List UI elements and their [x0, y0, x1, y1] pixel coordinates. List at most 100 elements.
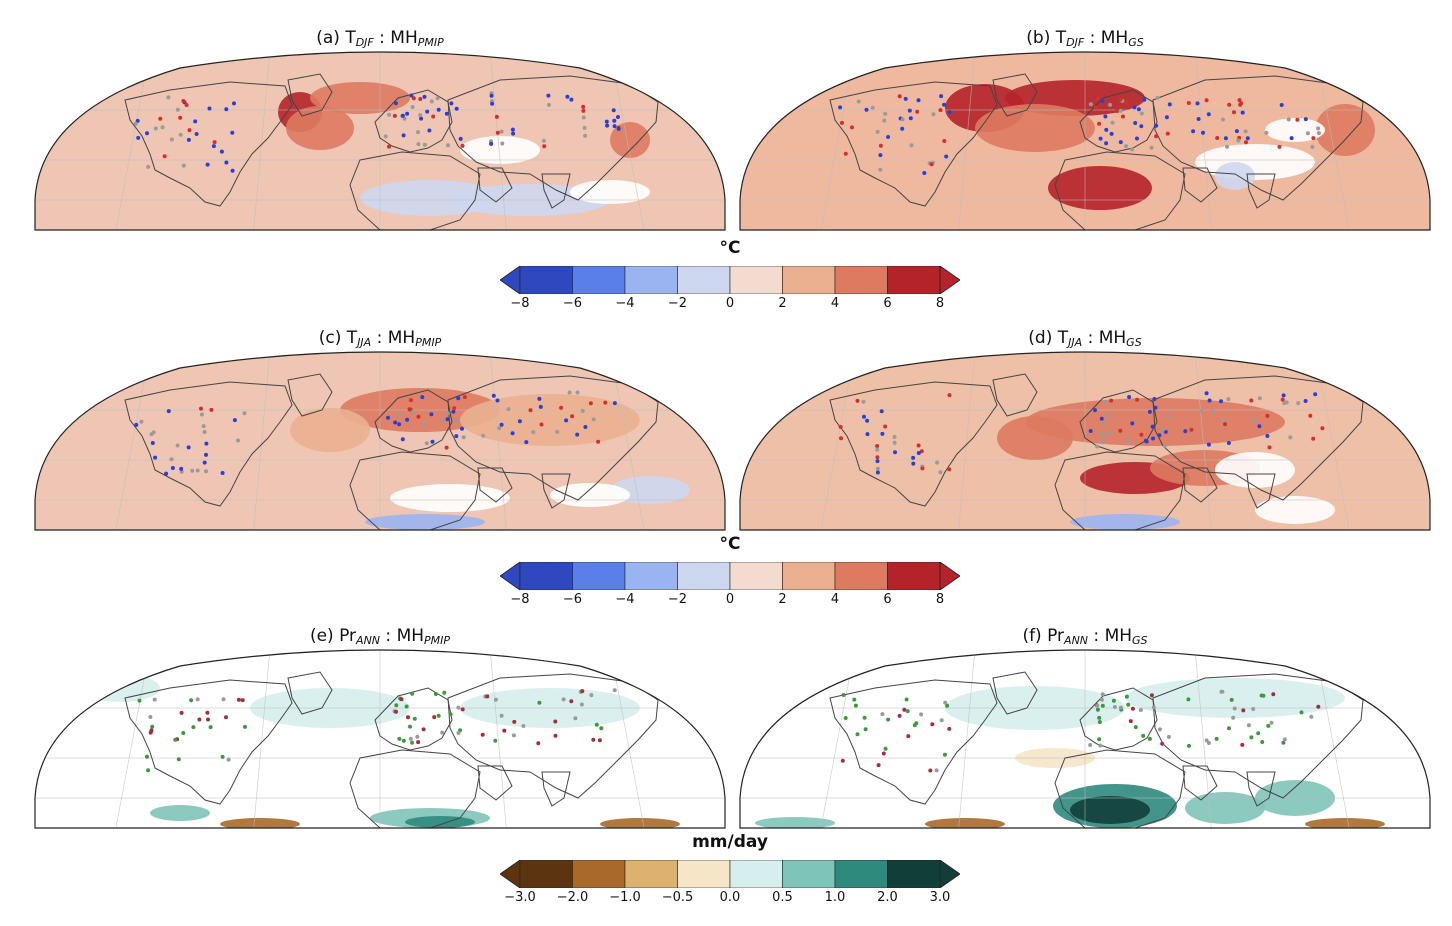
proxy-site-marker	[1226, 397, 1231, 402]
colorbar-tick-label: 0.5	[772, 890, 793, 905]
proxy-site-marker	[1311, 436, 1316, 441]
grid-line	[1194, 352, 1212, 530]
coastline	[1246, 173, 1276, 209]
grid-line	[253, 650, 271, 828]
proxy-site-marker	[456, 731, 461, 735]
anomaly-region	[610, 122, 650, 158]
anomaly-region	[365, 514, 485, 530]
map-border	[739, 649, 1431, 829]
proxy-site-marker	[1124, 694, 1129, 699]
proxy-site-marker	[393, 420, 398, 425]
proxy-site-marker	[883, 424, 888, 429]
proxy-site-marker	[1098, 136, 1103, 141]
map-c	[34, 351, 726, 531]
panel-title: (c) TJJA : MHPMIP	[318, 328, 442, 349]
colorbar-segment	[729, 860, 783, 888]
anomaly-region	[390, 484, 510, 512]
proxy-site-marker	[1115, 109, 1120, 113]
proxy-site-marker	[1225, 144, 1230, 149]
map-b	[739, 51, 1431, 231]
proxy-site-marker	[920, 466, 925, 471]
coastline	[992, 671, 1038, 715]
proxy-site-marker	[187, 128, 192, 133]
proxy-site-marker	[839, 436, 843, 441]
grid-line	[1194, 650, 1212, 828]
colorbar-tick-label: −3.0	[504, 890, 536, 905]
map-a	[34, 51, 726, 231]
proxy-site-marker	[400, 113, 405, 118]
proxy-site-marker	[903, 96, 908, 101]
proxy-site-marker	[1095, 96, 1100, 101]
proxy-site-marker	[1280, 397, 1285, 402]
proxy-site-marker	[1118, 140, 1123, 145]
proxy-site-marker	[1237, 98, 1242, 103]
proxy-site-marker	[909, 143, 914, 148]
proxy-site-marker	[454, 106, 459, 111]
proxy-site-marker	[162, 154, 167, 159]
proxy-site-marker	[153, 455, 158, 460]
proxy-site-marker	[579, 702, 584, 707]
coastline	[349, 749, 481, 828]
proxy-site-marker	[1286, 117, 1291, 122]
coastline	[541, 771, 571, 807]
proxy-site-marker	[555, 429, 560, 434]
proxy-site-marker	[419, 116, 424, 121]
proxy-site-marker	[1154, 134, 1159, 139]
proxy-site-marker	[236, 438, 240, 443]
proxy-site-marker	[232, 418, 237, 423]
proxy-site-marker	[861, 399, 866, 404]
proxy-site-marker	[194, 132, 199, 136]
proxy-site-marker	[919, 449, 924, 454]
proxy-site-marker	[893, 450, 897, 455]
proxy-site-marker	[386, 415, 390, 420]
coastline	[1182, 467, 1218, 503]
proxy-site-marker	[553, 733, 558, 738]
proxy-site-marker	[436, 107, 441, 112]
proxy-site-marker	[939, 718, 944, 723]
proxy-site-marker	[430, 439, 435, 444]
proxy-site-marker	[184, 103, 189, 107]
proxy-site-marker	[905, 709, 910, 714]
proxy-site-marker	[224, 107, 229, 112]
proxy-site-marker	[205, 162, 210, 167]
proxy-site-marker	[1215, 136, 1220, 140]
proxy-site-marker	[199, 406, 203, 411]
proxy-site-marker	[1206, 741, 1211, 745]
proxy-site-marker	[410, 105, 415, 109]
colorbar-1: °C −8 −6 −4 −2 0 2 4 6 8	[500, 238, 960, 318]
proxy-site-marker	[1229, 697, 1234, 702]
proxy-site-marker	[880, 712, 885, 717]
proxy-site-marker	[193, 119, 198, 124]
proxy-site-marker	[452, 406, 457, 411]
proxy-site-marker	[427, 128, 432, 133]
proxy-site-marker	[1288, 435, 1293, 440]
proxy-site-marker	[1118, 97, 1123, 102]
coastline	[992, 73, 1038, 117]
proxy-site-marker	[916, 98, 921, 103]
proxy-site-marker	[1155, 95, 1160, 100]
anomaly-region	[460, 136, 540, 164]
proxy-site-marker	[1257, 396, 1262, 401]
map-field	[35, 352, 725, 530]
proxy-site-marker	[1099, 697, 1104, 702]
proxy-site-marker	[1260, 740, 1265, 744]
proxy-site-marker	[581, 108, 586, 113]
proxy-site-marker	[148, 715, 153, 719]
proxy-site-marker	[189, 698, 194, 703]
proxy-site-marker	[152, 697, 157, 702]
coastline	[1152, 375, 1364, 501]
proxy-site-marker	[1130, 706, 1135, 711]
proxy-site-marker	[1232, 706, 1237, 711]
panel-title: (d) TJJA : MHGS	[1028, 328, 1142, 349]
proxy-site-marker	[510, 127, 515, 132]
coastline	[992, 373, 1038, 417]
colorbar-unit: °C	[719, 238, 741, 258]
proxy-site-marker	[1196, 117, 1201, 121]
proxy-site-marker	[1269, 720, 1274, 725]
proxy-site-marker	[1095, 707, 1100, 712]
coastline	[1152, 673, 1364, 799]
proxy-site-marker	[1219, 399, 1223, 404]
proxy-site-marker	[440, 730, 445, 735]
colorbar-tick-label: −2.0	[556, 890, 589, 905]
proxy-site-marker	[1109, 131, 1114, 136]
